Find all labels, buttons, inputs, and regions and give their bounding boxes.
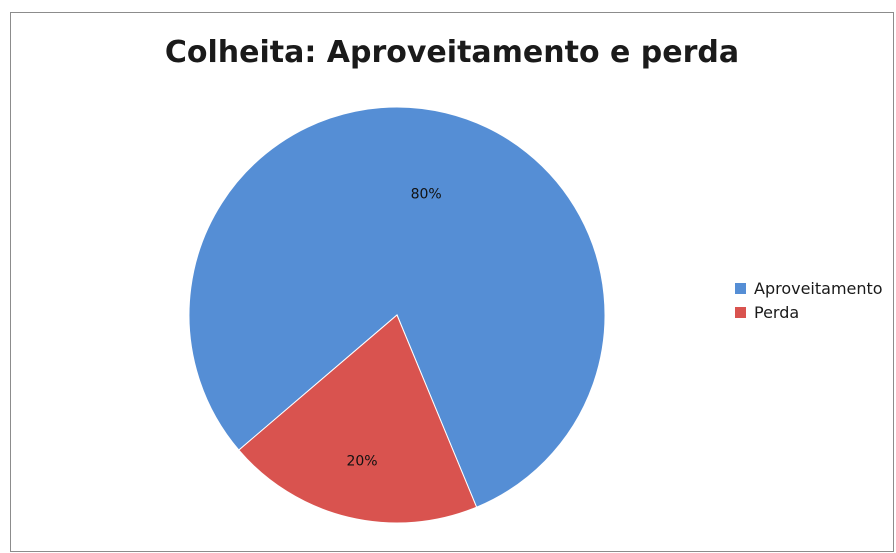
pie-slice-perda xyxy=(238,314,478,524)
data-label-aproveitamento: 80% xyxy=(411,187,442,203)
legend: Aproveitamento Perda xyxy=(735,276,883,324)
chart-title: Colheita: Aproveitamento e perda xyxy=(164,35,740,70)
legend-swatch-aproveitamento xyxy=(735,282,746,294)
pie-chart: 80% 20% xyxy=(188,106,606,524)
legend-item-aproveitamento: Aproveitamento xyxy=(735,276,883,300)
pie-slice-aproveitamento xyxy=(188,106,606,508)
chart-area: Colheita: Aproveitamento e perda 80% 20% … xyxy=(10,12,894,552)
legend-item-perda: Perda xyxy=(735,300,883,324)
legend-swatch-perda xyxy=(735,306,746,318)
legend-label-perda: Perda xyxy=(754,302,800,322)
pie-labels: 80% 20% xyxy=(346,187,441,470)
legend-label-aproveitamento: Aproveitamento xyxy=(754,278,883,298)
pie-slices xyxy=(188,106,606,524)
data-label-perda: 20% xyxy=(346,454,377,470)
